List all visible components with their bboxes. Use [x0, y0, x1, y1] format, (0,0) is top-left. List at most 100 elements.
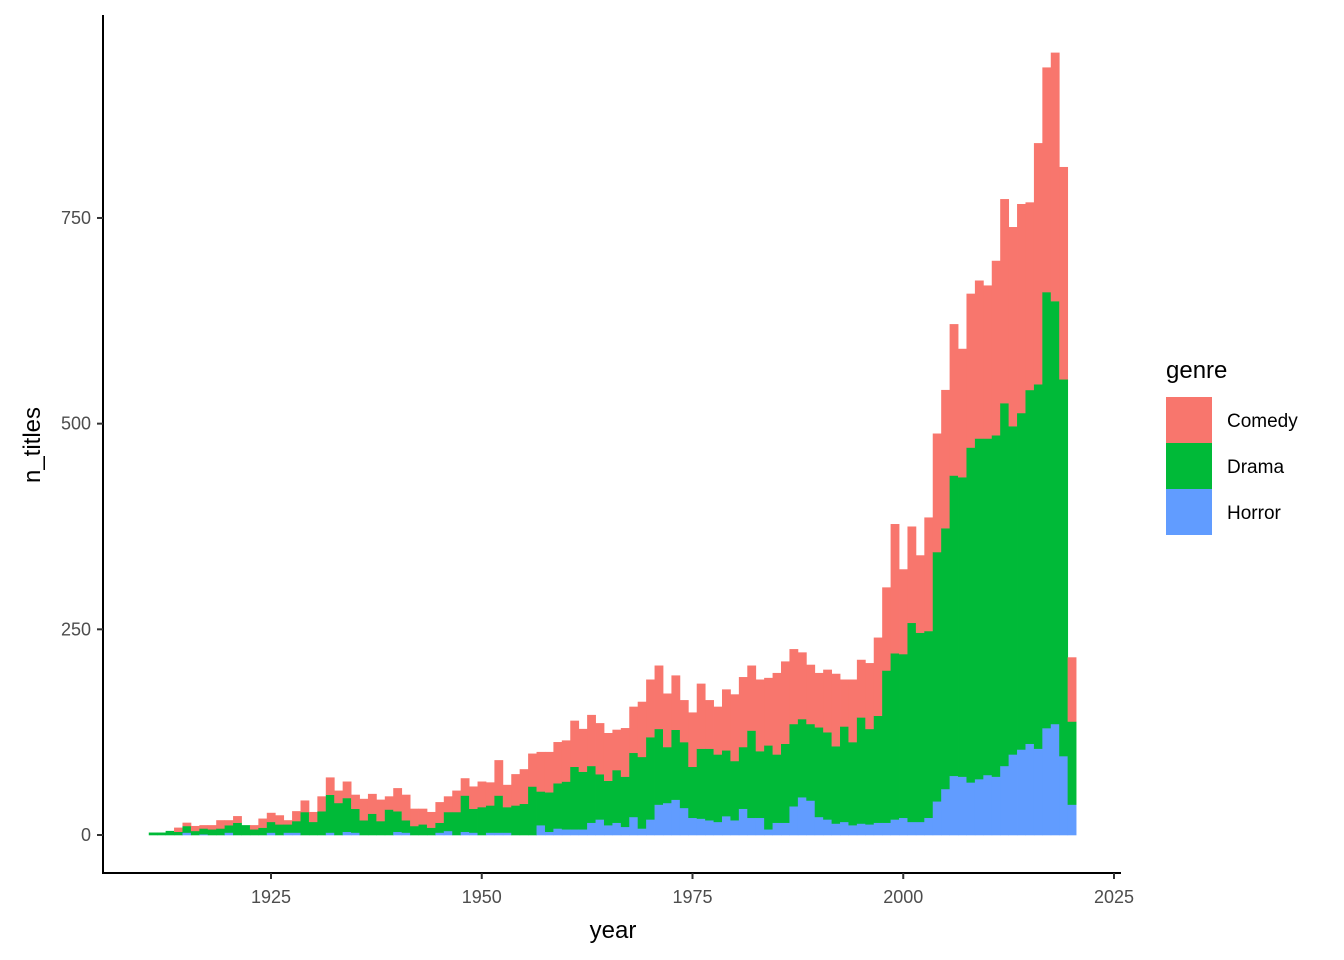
bar-comedy-1975 — [688, 712, 698, 768]
bar-horror-2002 — [915, 821, 925, 836]
bar-horror-2020 — [1067, 804, 1077, 836]
bar-horror-2014 — [1017, 749, 1026, 836]
bar-drama-1974 — [679, 742, 689, 809]
bar-drama-1925 — [266, 821, 276, 833]
bar-horror-1932 — [325, 832, 335, 836]
bar-horror-1940 — [393, 831, 403, 836]
bar-horror-1994 — [848, 825, 858, 836]
bar-comedy-1955 — [519, 769, 529, 805]
bar-horror-1973 — [671, 799, 681, 836]
bar-drama-1918 — [207, 829, 217, 836]
bar-horror-1917 — [199, 834, 209, 836]
bar-drama-2012 — [1000, 403, 1010, 767]
bar-horror-1991 — [823, 819, 832, 836]
bar-horror-1989 — [806, 800, 816, 836]
bar-comedy-2007 — [958, 348, 967, 478]
bar-horror-1952 — [494, 832, 504, 836]
bar-horror-1975 — [688, 817, 698, 836]
bar-horror-2015 — [1025, 743, 1035, 836]
bar-horror-1985 — [772, 822, 782, 836]
bar-drama-2014 — [1017, 412, 1026, 750]
bar-comedy-1929 — [300, 800, 310, 813]
bar-drama-1979 — [722, 750, 731, 817]
bar-horror-1971 — [654, 804, 664, 836]
bar-drama-1931 — [317, 811, 327, 836]
bar-drama-1919 — [216, 828, 226, 836]
bar-comedy-1998 — [882, 587, 891, 671]
bar-comedy-1969 — [637, 701, 647, 758]
bar-drama-1956 — [528, 786, 537, 836]
legend-entries: Comedy Drama Horror — [1166, 397, 1298, 535]
bar-comedy-1982 — [747, 665, 757, 731]
bar-drama-1930 — [308, 821, 318, 836]
bar-drama-1939 — [384, 809, 394, 836]
bar-drama-1982 — [747, 730, 757, 819]
bar-horror-1993 — [840, 821, 849, 836]
x-tick-label: 1950 — [462, 887, 502, 907]
bar-drama-1978 — [713, 754, 723, 823]
bar-drama-1915 — [182, 825, 192, 833]
bar-horror-1967 — [620, 826, 630, 836]
bar-horror-1986 — [781, 822, 790, 836]
bar-horror-2010 — [983, 774, 993, 836]
bar-comedy-1978 — [713, 706, 723, 755]
bar-comedy-1985 — [772, 672, 782, 755]
bar-comedy-1934 — [342, 781, 352, 799]
bar-comedy-1966 — [612, 729, 622, 771]
bar-drama-1981 — [738, 746, 748, 809]
bar-drama-1995 — [856, 717, 866, 824]
y-tick-label: 750 — [61, 208, 91, 228]
bar-drama-1962 — [578, 771, 588, 830]
bar-comedy-1925 — [266, 812, 276, 823]
bar-horror-1951 — [485, 832, 495, 836]
bar-comedy-1948 — [460, 778, 470, 796]
bar-comedy-1957 — [536, 751, 546, 792]
bar-drama-1914 — [174, 831, 183, 836]
bar-drama-2008 — [966, 447, 976, 783]
bar-horror-1982 — [747, 817, 757, 836]
bar-comedy-1968 — [629, 706, 639, 754]
bar-comedy-1951 — [485, 782, 495, 806]
bar-comedy-2009 — [974, 280, 984, 439]
bar-comedy-1976 — [696, 683, 706, 749]
bar-horror-2008 — [966, 782, 976, 836]
y-axis-title: n_titles — [19, 407, 46, 483]
bar-drama-1923 — [249, 829, 259, 836]
bar-drama-2007 — [958, 477, 967, 777]
bar-comedy-2001 — [907, 526, 917, 624]
bar-drama-1977 — [705, 748, 714, 821]
bar-comedy-1993 — [840, 679, 849, 727]
bar-comedy-1959 — [553, 742, 563, 784]
bar-comedy-1931 — [317, 796, 327, 812]
bar-comedy-1915 — [182, 822, 192, 827]
bar-comedy-2013 — [1008, 227, 1018, 427]
bar-comedy-1990 — [814, 672, 824, 728]
bar-horror-1963 — [587, 822, 596, 836]
bar-comedy-1964 — [595, 723, 605, 775]
bar-drama-2017 — [1042, 292, 1052, 729]
bar-comedy-2005 — [941, 389, 951, 529]
legend-title: genre — [1166, 357, 1227, 384]
bar-comedy-1940 — [393, 788, 403, 812]
bar-drama-1976 — [696, 748, 706, 819]
y-tick-label: 500 — [61, 414, 91, 434]
bar-comedy-1943 — [418, 808, 428, 825]
bar-horror-1959 — [553, 828, 563, 836]
bar-drama-2001 — [907, 622, 917, 823]
bar-comedy-1938 — [376, 799, 386, 822]
bar-comedy-1919 — [216, 820, 226, 829]
bar-comedy-1970 — [646, 679, 655, 738]
bar-horror-2017 — [1042, 728, 1052, 836]
bar-drama-1934 — [342, 797, 352, 833]
bar-comedy-1972 — [663, 693, 672, 748]
bar-comedy-1984 — [764, 677, 773, 746]
bar-drama-1991 — [823, 732, 832, 820]
bar-comedy-2010 — [983, 285, 993, 439]
bar-comedy-1917 — [199, 825, 209, 829]
bar-comedy-1953 — [502, 784, 512, 808]
bar-comedy-1942 — [410, 808, 419, 827]
bar-drama-1944 — [426, 827, 436, 836]
bar-comedy-2000 — [899, 569, 908, 655]
bar-comedy-1926 — [275, 815, 285, 825]
bar-comedy-1921 — [233, 816, 242, 823]
